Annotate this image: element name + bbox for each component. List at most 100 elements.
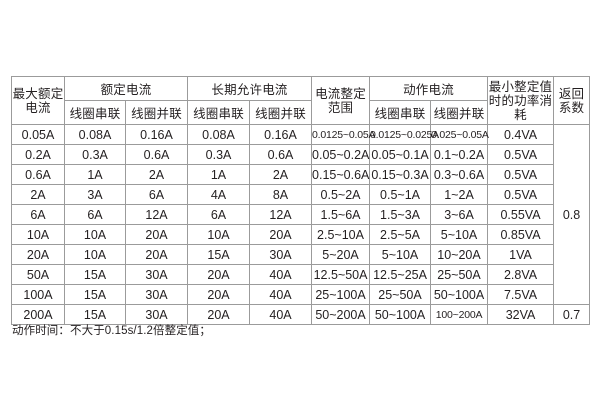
cell-max-rated: 10A bbox=[11, 224, 65, 245]
cell-power: 0.5VA bbox=[487, 184, 555, 205]
cell-action-series: 5~10A bbox=[369, 244, 432, 265]
cell-setting-range: 0.05~0.2A bbox=[311, 144, 371, 165]
cell-return-coefficient-main: 0.8 bbox=[553, 124, 591, 305]
header-rated-coil-parallel: 线圈并联 bbox=[125, 100, 188, 125]
cell-long-parallel: 0.16A bbox=[248, 124, 313, 145]
header-min-setting-power: 最小整定值时的功率消耗 bbox=[487, 76, 555, 125]
table-row: 6A 6A 12A 6A 12A 1.5~6A 1.5~3A 3~6A 0.55… bbox=[11, 204, 590, 225]
cell-long-parallel: 20A bbox=[248, 224, 313, 245]
cell-max-rated: 6A bbox=[11, 204, 65, 225]
cell-rated-parallel: 20A bbox=[125, 244, 188, 265]
cell-rated-series: 3A bbox=[64, 184, 126, 205]
cell-power: 32VA bbox=[487, 304, 555, 325]
header-row-top: 最大额定电流 额定电流 长期允许电流 电流整定范围 动作电流 最小整定值时的功率… bbox=[11, 76, 591, 125]
cell-long-parallel: 12A bbox=[248, 204, 313, 225]
cell-max-rated: 2A bbox=[11, 184, 65, 205]
header-long-coil-parallel: 线圈并联 bbox=[248, 100, 313, 125]
header-row-bottom: 线圈串联 线圈并联 线圈串联 线圈并联 线圈串联 线圈并联 bbox=[12, 100, 590, 125]
table-row: 20A 10A 20A 15A 30A 5~20A 5~10A 10~20A 1… bbox=[11, 244, 590, 265]
cell-power: 0.5VA bbox=[487, 164, 555, 185]
cell-long-series: 4A bbox=[187, 184, 250, 205]
cell-power: 7.5VA bbox=[487, 284, 555, 305]
cell-action-parallel: 1~2A bbox=[430, 184, 489, 205]
table-row: 0.6A 1A 2A 1A 2A 0.15~0.6A 0.15~0.3A 0.3… bbox=[11, 164, 590, 185]
cell-rated-series: 15A bbox=[64, 284, 126, 305]
cell-long-parallel: 2A bbox=[248, 164, 313, 185]
cell-action-parallel: 0.1~0.2A bbox=[430, 144, 489, 165]
cell-setting-range: 0.5~2A bbox=[311, 184, 371, 205]
table-row: 0.2A 0.3A 0.6A 0.3A 0.6A 0.05~0.2A 0.05~… bbox=[11, 144, 590, 165]
cell-action-series: 0.0125~0.025A bbox=[369, 124, 439, 145]
table-row: 50A 15A 30A 20A 40A 12.5~50A 12.5~25A 25… bbox=[11, 264, 590, 285]
cell-max-rated: 100A bbox=[11, 284, 65, 305]
cell-rated-parallel: 30A bbox=[125, 304, 188, 325]
cell-action-series: 0.5~1A bbox=[369, 184, 432, 205]
cell-action-parallel: 100~200A bbox=[430, 304, 489, 325]
relay-specification-table: 最大额定电流 额定电流 长期允许电流 电流整定范围 动作电流 最小整定值时的功率… bbox=[11, 76, 591, 325]
cell-setting-range: 25~100A bbox=[311, 284, 371, 305]
cell-action-series: 0.05~0.1A bbox=[369, 144, 432, 165]
cell-action-series: 50~100A bbox=[369, 304, 432, 325]
table-row: 0.05A 0.08A 0.16A 0.08A 0.16A 0.0125~0.0… bbox=[11, 124, 591, 305]
cell-rated-series: 10A bbox=[64, 244, 126, 265]
table-row: 100A 15A 30A 20A 40A 25~100A 25~50A 50~1… bbox=[11, 284, 590, 305]
cell-long-series: 10A bbox=[187, 224, 250, 245]
cell-action-series: 12.5~25A bbox=[369, 264, 432, 285]
header-rated-coil-series: 线圈串联 bbox=[64, 100, 126, 125]
cell-power: 1VA bbox=[487, 244, 555, 265]
cell-setting-range: 1.5~6A bbox=[311, 204, 371, 225]
cell-action-parallel: 3~6A bbox=[430, 204, 489, 225]
cell-long-parallel: 40A bbox=[248, 304, 313, 325]
cell-action-series: 1.5~3A bbox=[369, 204, 432, 225]
cell-action-series: 2.5~5A bbox=[369, 224, 432, 245]
cell-rated-series: 15A bbox=[64, 304, 126, 325]
table-row: 10A 10A 20A 10A 20A 2.5~10A 2.5~5A 5~10A… bbox=[11, 224, 590, 245]
cell-rated-series: 15A bbox=[64, 264, 126, 285]
cell-long-parallel: 40A bbox=[248, 284, 313, 305]
cell-max-rated: 50A bbox=[11, 264, 65, 285]
cell-long-series: 20A bbox=[187, 264, 250, 285]
cell-rated-series: 1A bbox=[64, 164, 126, 185]
cell-setting-range: 5~20A bbox=[311, 244, 371, 265]
table-row: 200A 15A 30A 20A 40A 50~200A 50~100A 100… bbox=[11, 304, 591, 325]
cell-action-parallel: 5~10A bbox=[430, 224, 489, 245]
cell-setting-range: 50~200A bbox=[311, 304, 371, 325]
cell-max-rated: 0.05A bbox=[11, 124, 65, 145]
cell-long-series: 20A bbox=[187, 304, 250, 325]
cell-action-series: 25~50A bbox=[369, 284, 432, 305]
header-current-setting-range: 电流整定范围 bbox=[311, 76, 371, 125]
cell-long-series: 0.08A bbox=[187, 124, 250, 145]
cell-max-rated: 0.6A bbox=[11, 164, 65, 185]
cell-action-parallel: 0.3~0.6A bbox=[430, 164, 489, 185]
cell-long-parallel: 40A bbox=[248, 264, 313, 285]
cell-rated-series: 0.08A bbox=[64, 124, 126, 145]
cell-max-rated: 0.2A bbox=[11, 144, 65, 165]
cell-long-parallel: 8A bbox=[248, 184, 313, 205]
cell-action-parallel: 0.025~0.05A bbox=[430, 124, 489, 145]
cell-long-parallel: 30A bbox=[248, 244, 313, 265]
cell-power: 0.4VA bbox=[487, 124, 555, 145]
cell-rated-parallel: 0.16A bbox=[125, 124, 188, 145]
table-row: 2A 3A 6A 4A 8A 0.5~2A 0.5~1A 1~2A 0.5VA bbox=[11, 184, 590, 205]
cell-rated-parallel: 2A bbox=[125, 164, 188, 185]
cell-action-series: 0.15~0.3A bbox=[369, 164, 432, 185]
cell-long-parallel: 0.6A bbox=[248, 144, 313, 165]
cell-action-parallel: 50~100A bbox=[430, 284, 489, 305]
footer-note: 动作时间：不大于0.15s/1.2倍整定值； bbox=[12, 325, 212, 337]
cell-rated-parallel: 30A bbox=[125, 264, 188, 285]
cell-power: 0.85VA bbox=[487, 224, 555, 245]
header-action-coil-series: 线圈串联 bbox=[369, 100, 432, 125]
table-header: 最大额定电流 额定电流 长期允许电流 电流整定范围 动作电流 最小整定值时的功率… bbox=[11, 76, 591, 125]
cell-rated-series: 0.3A bbox=[64, 144, 126, 165]
cell-max-rated: 20A bbox=[11, 244, 65, 265]
cell-return-coefficient-last: 0.7 bbox=[553, 304, 591, 325]
cell-rated-parallel: 6A bbox=[125, 184, 188, 205]
header-long-coil-series: 线圈串联 bbox=[187, 100, 250, 125]
cell-action-parallel: 10~20A bbox=[430, 244, 489, 265]
cell-rated-series: 10A bbox=[64, 224, 126, 245]
header-max-rated-current: 最大额定电流 bbox=[11, 76, 65, 125]
cell-setting-range: 12.5~50A bbox=[311, 264, 371, 285]
cell-long-series: 15A bbox=[187, 244, 250, 265]
table-body: 0.05A 0.08A 0.16A 0.08A 0.16A 0.0125~0.0… bbox=[11, 124, 591, 325]
cell-action-parallel: 25~50A bbox=[430, 264, 489, 285]
